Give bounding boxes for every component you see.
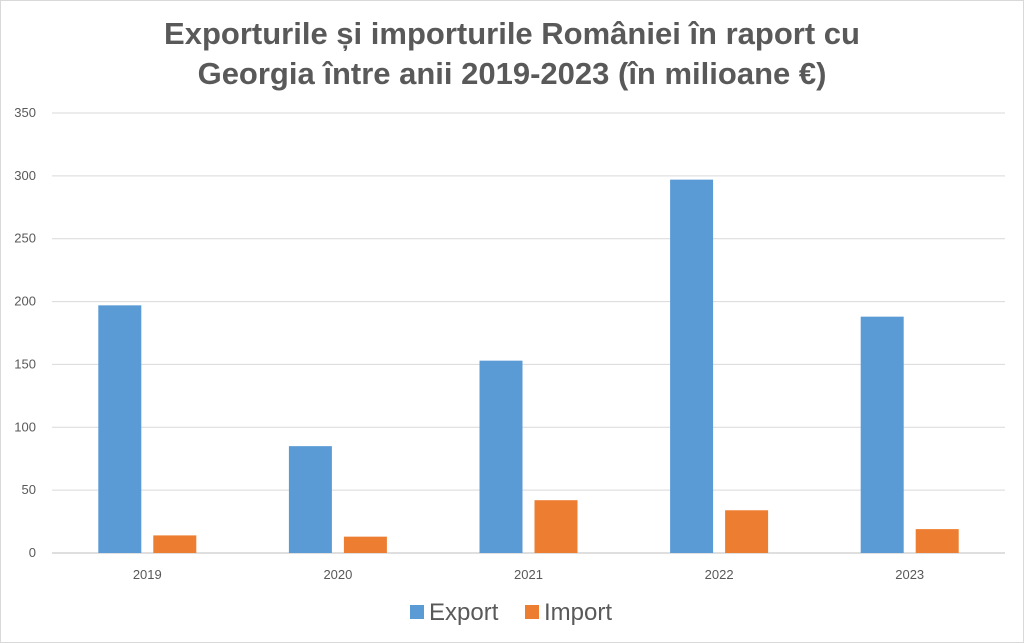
bar-import-2019 [153, 535, 197, 553]
chart-title: Exporturile și importurile României în r… [0, 14, 1024, 94]
y-tick-label: 200 [14, 294, 36, 309]
y-tick-label: 50 [22, 482, 36, 497]
bars [98, 179, 959, 553]
x-tick-label: 2023 [895, 567, 924, 582]
legend-label-export: Export [429, 599, 499, 626]
y-tick-label: 350 [14, 105, 36, 120]
legend-swatch-import [525, 605, 539, 619]
bar-import-2021 [534, 500, 578, 553]
bar-export-2022 [670, 179, 714, 553]
legend: Export Import [410, 599, 612, 626]
x-tick-label: 2020 [323, 567, 352, 582]
x-tick-label: 2022 [705, 567, 734, 582]
bar-export-2023 [860, 316, 904, 553]
bar-import-2023 [915, 529, 959, 553]
legend-label-import: Import [544, 599, 612, 626]
bar-export-2019 [98, 305, 142, 553]
x-axis-tick-labels: 2019 2020 2021 2022 2023 [133, 567, 924, 582]
x-tick-label: 2021 [514, 567, 543, 582]
y-tick-label: 300 [14, 168, 36, 183]
y-tick-label: 150 [14, 356, 36, 371]
y-tick-label: 250 [14, 231, 36, 246]
y-tick-label: 100 [14, 419, 36, 434]
y-tick-label: 0 [29, 545, 36, 560]
legend-swatch-export [410, 605, 424, 619]
x-tick-label: 2019 [133, 567, 162, 582]
chart-title-line-1: Exporturile și importurile României în r… [164, 16, 860, 51]
bar-import-2020 [343, 536, 387, 553]
bar-import-2022 [725, 510, 769, 553]
bar-export-2020 [288, 446, 332, 553]
chart-title-line-2: Georgia între anii 2019-2023 (în milioan… [197, 56, 827, 91]
gridlines [52, 112, 1005, 554]
y-axis-tick-labels: 0 50 100 150 200 250 300 350 [14, 105, 36, 560]
bar-export-2021 [479, 360, 523, 553]
